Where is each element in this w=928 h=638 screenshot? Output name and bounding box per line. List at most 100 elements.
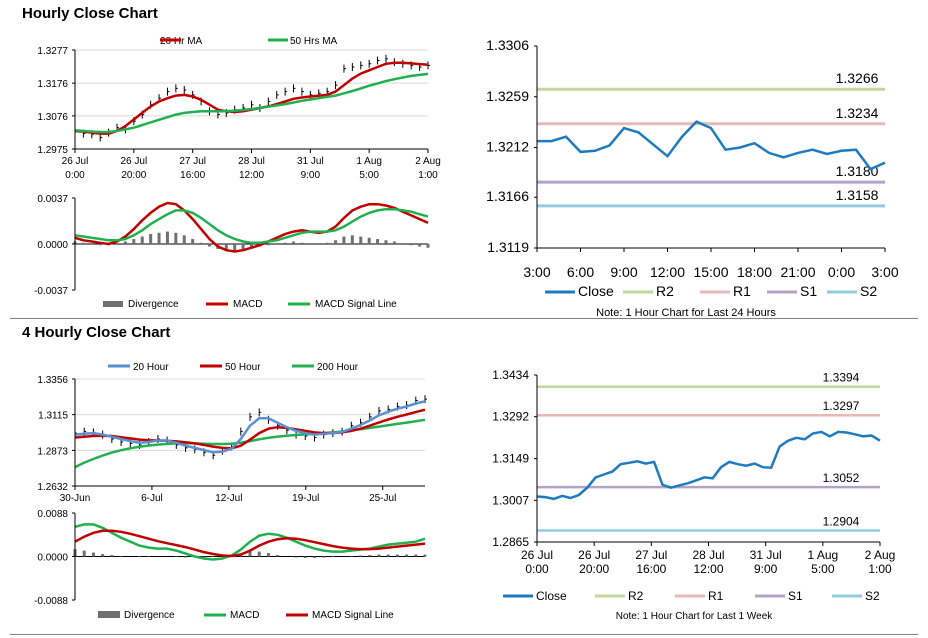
x-tick-label: 26 Jul (521, 548, 553, 562)
legend-divergence: Divergence (128, 299, 179, 310)
x-tick-label: 20:00 (121, 170, 146, 181)
x-tick-label: 26 Jul (578, 548, 610, 562)
y-tick-label: 1.3306 (486, 37, 529, 53)
x-tick-label: 31 Jul (750, 548, 782, 562)
x-tick-label: 12-Jul (215, 493, 242, 504)
legend-divergence-4h: Divergence (124, 610, 175, 621)
y-tick-label: -0.0037 (34, 286, 68, 297)
y-tick-label: 1.3292 (492, 410, 529, 424)
close-line (537, 122, 885, 170)
legend-swatch-divergence (103, 301, 123, 307)
x-tick-label: 28 Jul (692, 548, 724, 562)
level-r2-label: 1.3266 (836, 70, 879, 86)
hourly-levels-chart: 1.3266 1.3234 1.3180 1.3158 1.3306 1.3259 1.3… (470, 30, 920, 320)
y-tick-label: 1.3007 (492, 493, 529, 507)
y-tick-label: 1.3149 (492, 452, 529, 466)
x-tick-label: 26 Jul (62, 156, 89, 167)
level-s2-label: 1.2904 (823, 515, 860, 529)
y-tick-label: 1.3176 (37, 79, 68, 90)
level-s1-label: 1.3052 (823, 471, 860, 485)
legend-macd: MACD (233, 299, 262, 310)
x-tick-label: 27 Jul (635, 548, 667, 562)
x-tick-label: 26 Jul (120, 156, 147, 167)
legend-r2: R2 (628, 589, 644, 603)
signal-line (75, 209, 428, 243)
x-tick-label: 9:00 (754, 562, 778, 576)
y-tick-label: 0.0088 (37, 509, 68, 520)
x-tick-label: 9:00 (610, 264, 637, 280)
x-tick-label: 0:00 (525, 562, 549, 576)
x-tick-label: 19-Jul (292, 493, 319, 504)
x-tick-label: 0:00 (828, 264, 855, 280)
legend-50hrs-ma: 50 Hrs MA (290, 36, 338, 47)
x-tick-label: 1 Aug (356, 156, 382, 167)
y-tick-label: 1.3434 (492, 368, 529, 382)
x-tick-label: 12:00 (239, 170, 264, 181)
y-tick-label: 1.3076 (37, 112, 68, 123)
level-s1-label: 1.3180 (836, 163, 879, 179)
x-tick-label: 1:00 (418, 170, 438, 181)
y-tick-label: 1.3277 (37, 46, 68, 57)
hourly-price-chart: 20 Hr MA 50 Hrs MA 1.3277 1.3176 1.3076 1.2… (0, 30, 450, 185)
y-tick-label: 0.0000 (37, 240, 68, 251)
x-tick-label: 15:00 (693, 264, 728, 280)
level-r1-label: 1.3234 (836, 105, 879, 121)
x-tick-label: 3:00 (871, 264, 898, 280)
hourly-section-title: Hourly Close Chart (22, 5, 158, 22)
y-tick-label: 1.3166 (486, 188, 529, 204)
y-tick-label: 0.0000 (37, 553, 68, 564)
legend-r1: R1 (733, 283, 751, 299)
four-hourly-note: Note: 1 Hour Chart for Last 1 Week (616, 611, 774, 622)
x-tick-label: 0:00 (65, 170, 85, 181)
legend-50hour: 50 Hour (225, 362, 261, 373)
legend-close: Close (536, 589, 567, 603)
y-tick-label: 1.3259 (486, 88, 529, 104)
y-tick-label: 0.0037 (37, 194, 68, 205)
level-r2-label: 1.3394 (823, 371, 860, 385)
y-tick-label: 1.3356 (37, 375, 68, 386)
four-hourly-levels-chart: 1.3394 1.3297 1.3052 1.2904 1.3434 1.3292 1.3… (470, 355, 920, 630)
legend-r1: R1 (708, 589, 724, 603)
y-tick-label: 1.3115 (38, 411, 68, 422)
hourly-macd-chart: 0.0037 0.0000 -0.0037 Divergence MACD MACD… (0, 190, 450, 315)
x-tick-label: 27 Jul (179, 156, 206, 167)
legend-close: Close (578, 283, 614, 299)
ma20-line (75, 63, 428, 134)
x-tick-label: 12:00 (650, 264, 685, 280)
y-tick-label: 1.2975 (37, 145, 68, 156)
four-hourly-macd-chart: 0.0088 0.0000 -0.0088 Divergence MACD MACD… (0, 505, 450, 630)
x-tick-label: 9:00 (301, 170, 321, 181)
x-tick-label: 2 Aug (415, 156, 441, 167)
y-tick-label: 1.2865 (492, 535, 529, 549)
close-line (537, 432, 880, 499)
legend-macd-4h: MACD (230, 610, 259, 621)
x-tick-label: 16:00 (636, 562, 666, 576)
y-tick-label: 1.3119 (487, 239, 529, 255)
legend-s1: S1 (800, 283, 817, 299)
y-tick-label: 1.2873 (37, 446, 68, 457)
legend-swatch-divergence-4h (98, 611, 120, 618)
legend-signal: MACD Signal Line (315, 299, 397, 310)
x-tick-label: 20:00 (579, 562, 609, 576)
x-tick-label: 12:00 (693, 562, 723, 576)
legend-s2: S2 (860, 283, 877, 299)
bottom-divider (10, 634, 918, 635)
x-tick-label: 31 Jul (297, 156, 324, 167)
hourly-note: Note: 1 Hour Chart for Last 24 Hours (596, 307, 776, 319)
x-tick-label: 18:00 (737, 264, 772, 280)
x-tick-label: 1 Aug (807, 548, 838, 562)
legend-r2: R2 (656, 283, 674, 299)
y-tick-label: -0.0088 (34, 596, 68, 607)
y-tick-label: 1.3212 (486, 139, 529, 155)
x-tick-label: 16:00 (180, 170, 205, 181)
x-tick-label: 6:00 (567, 264, 594, 280)
x-tick-label: 25-Jul (369, 493, 396, 504)
level-s2-label: 1.3158 (836, 187, 879, 203)
level-r1-label: 1.3297 (823, 399, 860, 413)
x-tick-label: 21:00 (780, 264, 815, 280)
x-tick-label: 3:00 (523, 264, 550, 280)
x-tick-label: 6-Jul (141, 493, 163, 504)
x-tick-label: 28 Jul (238, 156, 265, 167)
four-hourly-price-chart: 20 Hour 50 Hour 200 Hour 1.3356 1.3115 1.2… (0, 353, 450, 508)
x-tick-label: 5:00 (359, 170, 379, 181)
